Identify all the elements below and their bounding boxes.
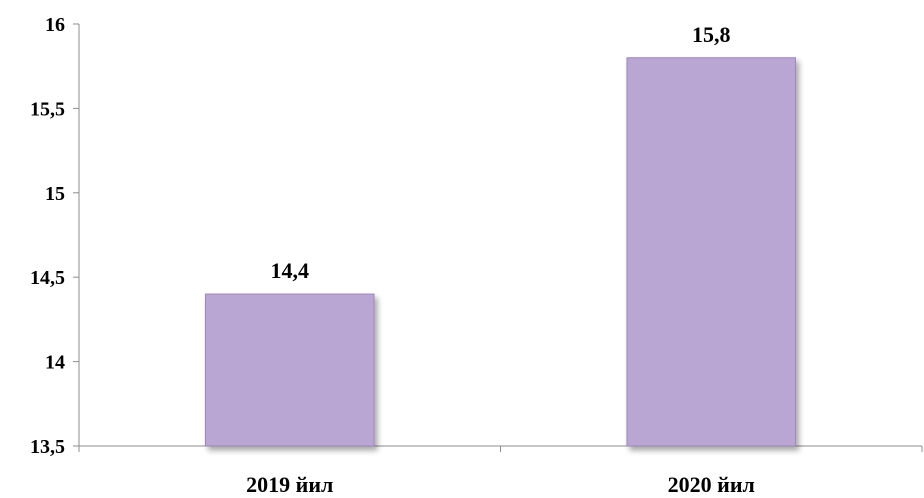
x-axis: 2019 йил 2020 йил	[78, 445, 923, 497]
y-tick-label: 14	[45, 352, 65, 374]
bars	[204, 57, 797, 447]
data-labels: 14,4 15,8	[271, 22, 731, 283]
y-tick-label: 15	[45, 183, 65, 205]
y-axis: 13,5 14 14,5 15 15,5 16	[30, 14, 80, 458]
bar	[204, 293, 375, 447]
x-tick-label: 2019 йил	[246, 472, 333, 497]
data-label: 15,8	[692, 22, 731, 47]
y-tick-label: 14,5	[30, 267, 65, 289]
y-tick-label: 16	[45, 14, 65, 36]
data-label: 14,4	[271, 258, 310, 283]
bar	[626, 57, 797, 447]
x-tick-label: 2020 йил	[668, 472, 755, 497]
y-tick-label: 15,5	[30, 98, 65, 120]
y-tick-label: 13,5	[30, 436, 65, 458]
